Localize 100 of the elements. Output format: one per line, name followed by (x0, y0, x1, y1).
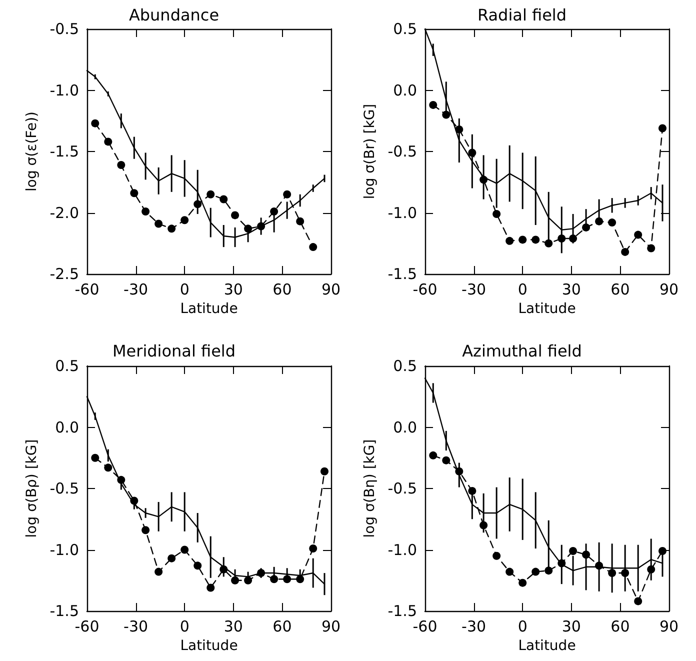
point (468, 486, 476, 495)
point (142, 208, 150, 216)
point (518, 578, 527, 587)
point (309, 544, 318, 553)
point (283, 190, 292, 198)
y-tick-label: 0.0 (393, 81, 417, 100)
point (480, 176, 488, 184)
point (296, 575, 304, 584)
point (569, 234, 578, 242)
point (91, 454, 100, 462)
x-tick-label: 90 (659, 618, 679, 636)
y-tick-label: -0.5 (388, 142, 417, 160)
y-tick-label: 0.5 (393, 357, 417, 375)
point (558, 234, 566, 242)
point (117, 160, 126, 169)
point (130, 496, 138, 505)
point (442, 110, 450, 119)
point (532, 568, 540, 576)
y-tick-label: 0.0 (393, 418, 417, 436)
point (608, 569, 616, 578)
point (468, 148, 476, 157)
x-tick-label: -30 (462, 618, 486, 636)
x-tick-label: 60 (272, 280, 292, 298)
x-axis-title: Latitude (180, 638, 238, 654)
point (154, 220, 163, 228)
point (582, 223, 590, 232)
point (320, 467, 328, 476)
point (634, 230, 642, 239)
x-tick-label: -60 (412, 618, 438, 636)
point (168, 224, 176, 233)
point (480, 521, 488, 530)
chart-title: Azimuthal field (462, 342, 582, 360)
chart-title: Meridional field (112, 342, 236, 360)
point (647, 244, 656, 252)
point (220, 565, 228, 574)
point (154, 568, 163, 576)
y-tick-label: -1.0 (388, 204, 417, 222)
point (621, 248, 630, 256)
x-tick-label: 0 (518, 618, 528, 636)
y-tick-label: -1.0 (50, 540, 79, 559)
point (194, 200, 202, 208)
point (608, 218, 616, 227)
point (180, 216, 189, 224)
point (506, 568, 514, 576)
point (194, 562, 202, 570)
y-tick-label: -2.5 (50, 265, 79, 283)
point (117, 476, 126, 484)
point (442, 456, 450, 464)
x-tick-label: 90 (659, 280, 679, 298)
point (220, 195, 228, 204)
y-tick-label: 0.5 (55, 357, 79, 375)
point (270, 208, 278, 216)
x-tick-label: -60 (74, 280, 100, 298)
point (658, 546, 666, 555)
chart-title: Abundance (128, 6, 220, 24)
point (506, 236, 514, 245)
chart-title: Radial field (477, 6, 567, 24)
x-tick-label: 30 (224, 618, 243, 636)
x-tick-label: 60 (610, 280, 630, 298)
y-tick-label: 0.0 (55, 418, 79, 436)
x-axis-title: Latitude (180, 300, 238, 317)
y-axis-title: log σ(Bρ) [kG] (24, 439, 40, 538)
point (544, 239, 553, 248)
point (558, 559, 566, 568)
point (595, 217, 604, 226)
point (647, 565, 656, 574)
point (621, 569, 630, 578)
x-tick-label: 90 (321, 618, 341, 636)
point (492, 552, 501, 560)
point (206, 584, 215, 592)
x-axis-title: Latitude (518, 638, 576, 654)
x-tick-label: -30 (124, 280, 148, 298)
y-tick-label: -1.5 (50, 602, 79, 620)
point (455, 467, 464, 476)
x-tick-label: 90 (321, 280, 341, 298)
point (309, 243, 318, 252)
point (569, 546, 578, 555)
x-axis-title: Latitude (518, 300, 576, 317)
point (544, 566, 553, 575)
point (231, 211, 240, 220)
point (206, 190, 215, 198)
point (283, 575, 292, 584)
point (634, 597, 642, 606)
point (582, 550, 590, 559)
point (142, 526, 150, 534)
point (130, 189, 138, 198)
x-tick-label: -30 (124, 618, 148, 636)
y-tick-label: -1.5 (388, 602, 417, 620)
point (91, 119, 100, 128)
x-tick-label: 60 (272, 618, 292, 636)
x-tick-label: 0 (180, 618, 190, 636)
y-tick-label: -2.0 (50, 204, 79, 222)
point (231, 576, 240, 584)
point (180, 546, 189, 554)
x-tick-label: 30 (562, 280, 581, 298)
point (518, 236, 527, 244)
point (168, 554, 176, 562)
point (244, 576, 252, 584)
point (270, 575, 278, 584)
point (104, 464, 112, 472)
